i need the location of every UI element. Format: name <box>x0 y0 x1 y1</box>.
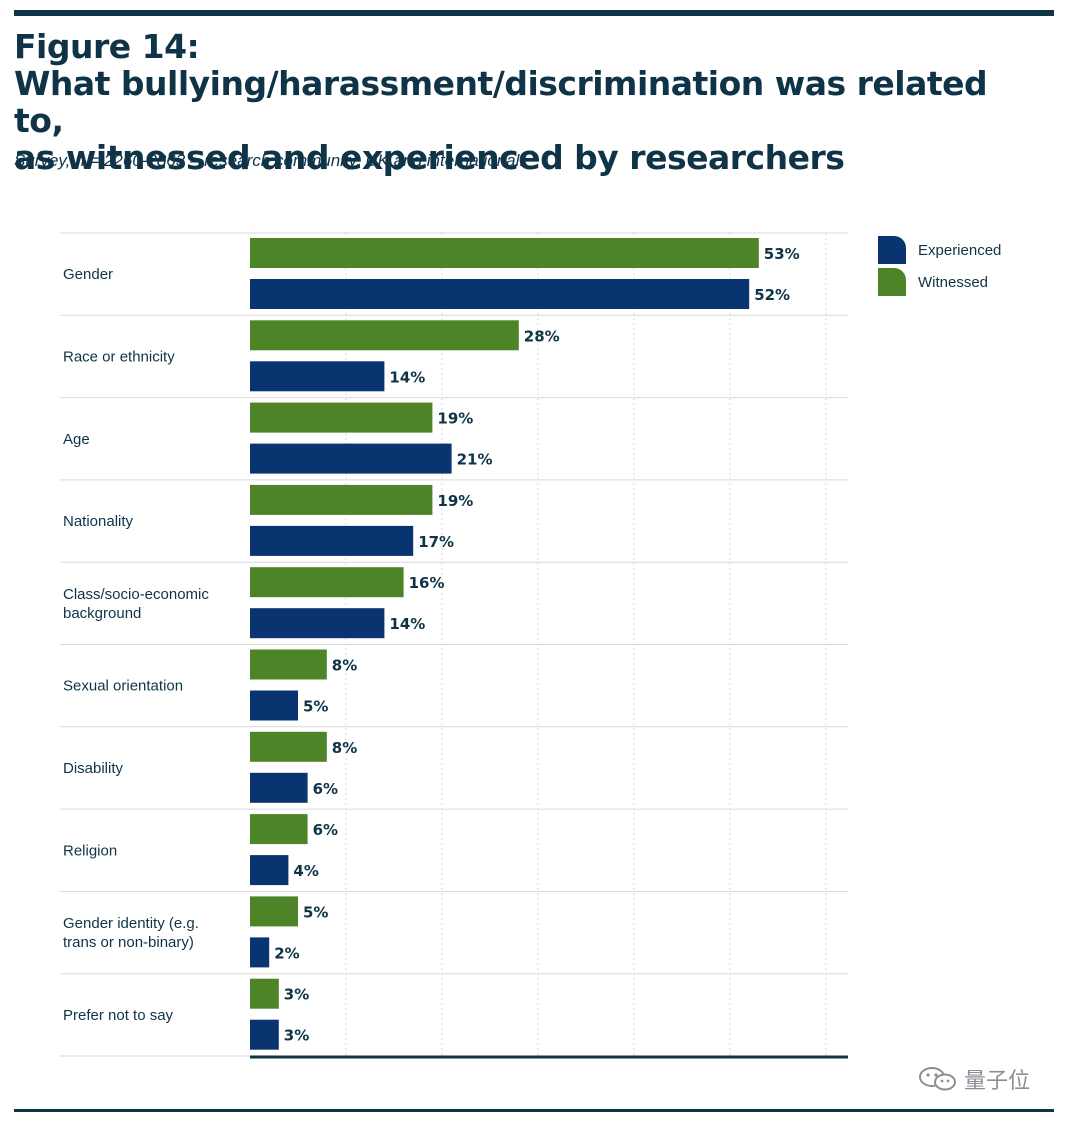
bar-experienced <box>250 443 452 474</box>
bar-witnessed <box>250 320 519 351</box>
data-label-witnessed: 16% <box>409 574 445 592</box>
category-label: background <box>63 605 141 622</box>
category-label: Class/socio-economic <box>63 586 209 603</box>
bar-witnessed <box>250 649 327 680</box>
watermark-text: 量子位 <box>964 1069 1031 1094</box>
bar-experienced <box>250 855 289 886</box>
data-label-witnessed: 5% <box>303 903 328 921</box>
category-label: Disability <box>63 760 124 777</box>
data-label-experienced: 17% <box>418 533 454 551</box>
data-label-experienced: 4% <box>293 862 318 880</box>
data-label-witnessed: 3% <box>284 986 309 1004</box>
title-line-2: What bullying/harassment/discrimination … <box>14 64 988 140</box>
data-label-witnessed: 8% <box>332 657 357 675</box>
bar-witnessed <box>250 402 433 433</box>
bar-witnessed <box>250 896 298 927</box>
bar-experienced <box>250 690 298 721</box>
category-label: Nationality <box>63 513 134 530</box>
bar-experienced <box>250 525 414 556</box>
category-label: Race or ethnicity <box>63 348 175 365</box>
bar-experienced <box>250 608 385 639</box>
data-label-witnessed: 28% <box>524 327 560 345</box>
data-label-witnessed: 8% <box>332 739 357 757</box>
data-label-experienced: 52% <box>754 286 790 304</box>
data-label-experienced: 2% <box>274 944 299 962</box>
bar-experienced <box>250 772 308 803</box>
legend-swatch-witnessed <box>878 268 906 296</box>
bar-experienced <box>250 361 385 392</box>
watermark: 量子位 <box>918 1063 1030 1095</box>
bottom-rule <box>14 1109 1054 1112</box>
category-label: Gender <box>63 266 113 283</box>
legend-item-witnessed: Witnessed <box>878 268 1001 296</box>
category-label: trans or non-binary) <box>63 934 194 951</box>
bar-witnessed <box>250 567 404 598</box>
category-label: Sexual orientation <box>63 678 183 695</box>
data-label-experienced: 6% <box>313 780 338 798</box>
bar-witnessed <box>250 814 308 845</box>
bar-witnessed <box>250 731 327 762</box>
category-label: Age <box>63 431 90 448</box>
data-label-experienced: 14% <box>389 368 425 386</box>
legend-label-experienced: Experienced <box>918 241 1002 259</box>
bar-witnessed <box>250 238 759 268</box>
bar-experienced <box>250 937 270 968</box>
category-label: Gender identity (e.g. <box>63 915 199 932</box>
legend-swatch-experienced <box>878 236 906 264</box>
legend-label-witnessed: Witnessed <box>918 273 989 291</box>
data-label-experienced: 5% <box>303 698 328 716</box>
title-line-1: Figure 14: <box>14 27 200 66</box>
figure-title: Figure 14: What bullying/harassment/disc… <box>14 28 1014 176</box>
data-label-experienced: 3% <box>284 1027 309 1045</box>
data-label-experienced: 21% <box>457 451 493 469</box>
title-line-3: as witnessed and experienced by research… <box>14 138 845 177</box>
figure-subtitle: Survey, n = 2260-2863 – research communi… <box>14 151 525 170</box>
data-label-witnessed: 19% <box>437 410 473 428</box>
data-label-experienced: 14% <box>389 615 425 633</box>
top-rule <box>14 10 1054 16</box>
data-label-witnessed: 6% <box>313 821 338 839</box>
bar-witnessed <box>250 484 433 515</box>
data-label-witnessed: 53% <box>764 245 800 263</box>
data-label-witnessed: 19% <box>437 492 473 510</box>
bar-experienced <box>250 1019 279 1050</box>
category-label: Prefer not to say <box>63 1007 174 1024</box>
wechat-icon <box>919 1067 956 1091</box>
legend-item-experienced: Experienced <box>878 236 1001 264</box>
bar-experienced <box>250 279 750 309</box>
category-label: Religion <box>63 842 117 859</box>
legend: Experienced Witnessed <box>878 236 1001 300</box>
bar-witnessed <box>250 978 279 1009</box>
